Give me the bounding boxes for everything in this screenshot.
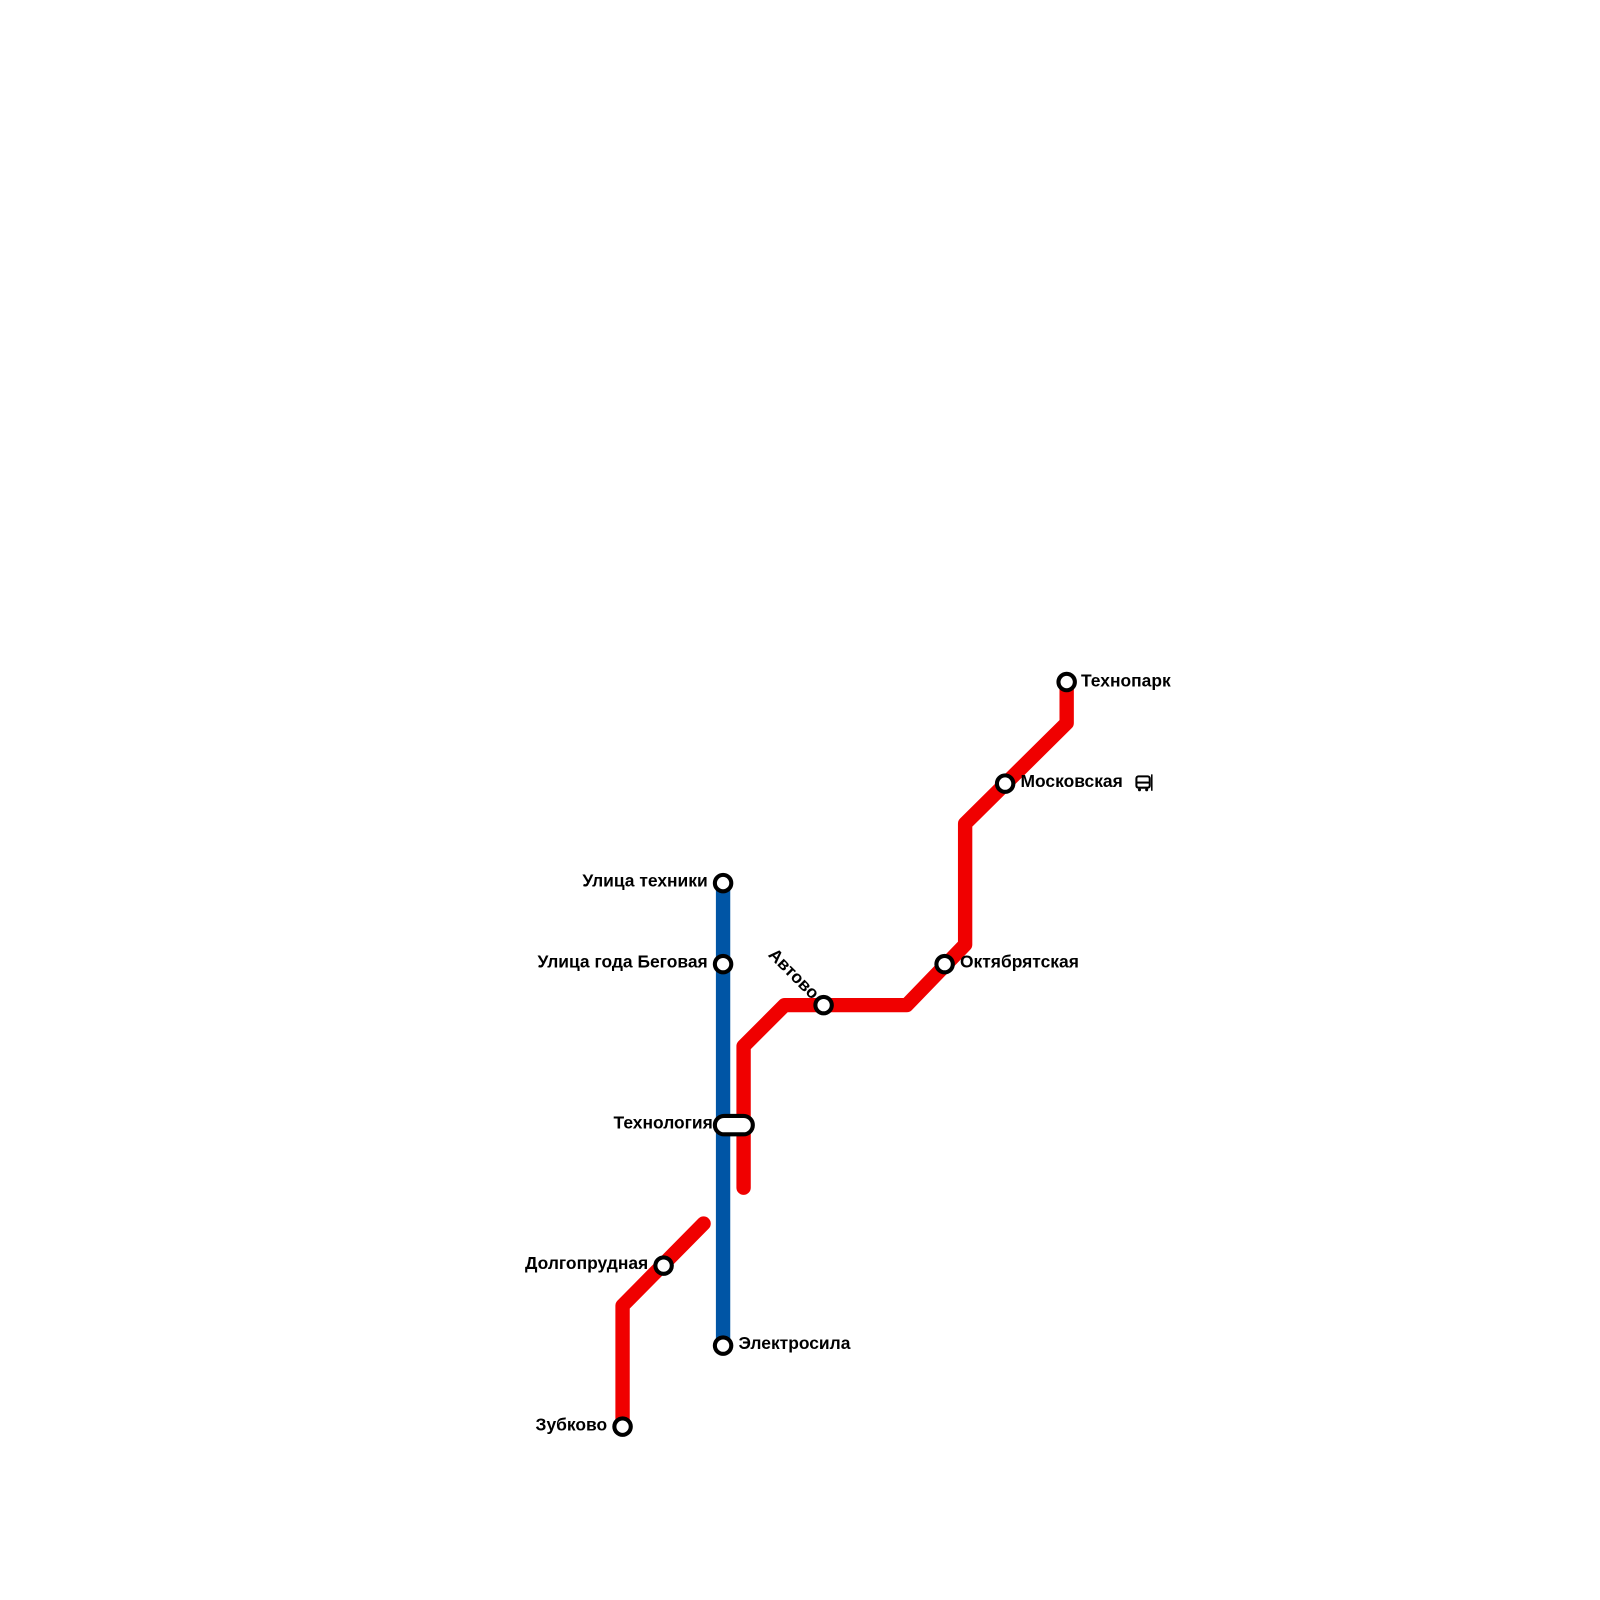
station: [612, 1416, 633, 1437]
station-label: Московская: [1021, 771, 1123, 791]
station: [934, 953, 955, 975]
station-label: Технология: [614, 1113, 713, 1133]
station: [712, 872, 734, 894]
station-label: Долгопрудная: [525, 1253, 648, 1273]
bus-icon: [1135, 774, 1153, 792]
station-label: Октябрятская: [960, 952, 1079, 972]
station-label: Электросила: [738, 1333, 850, 1353]
station: [813, 994, 834, 1016]
station-label: Технопарк: [1081, 671, 1171, 691]
station: [994, 773, 1016, 794]
station: [712, 1335, 734, 1356]
interchange-station: [712, 1113, 755, 1137]
station: [712, 953, 734, 975]
red-line: [736, 674, 1074, 1195]
red-line: [615, 1216, 711, 1434]
station: [653, 1255, 674, 1276]
station-label: Зубково: [536, 1414, 608, 1434]
station-label: Улица года Беговая: [537, 952, 707, 972]
station-label: Улица техники: [582, 871, 707, 891]
station: [1056, 671, 1077, 693]
